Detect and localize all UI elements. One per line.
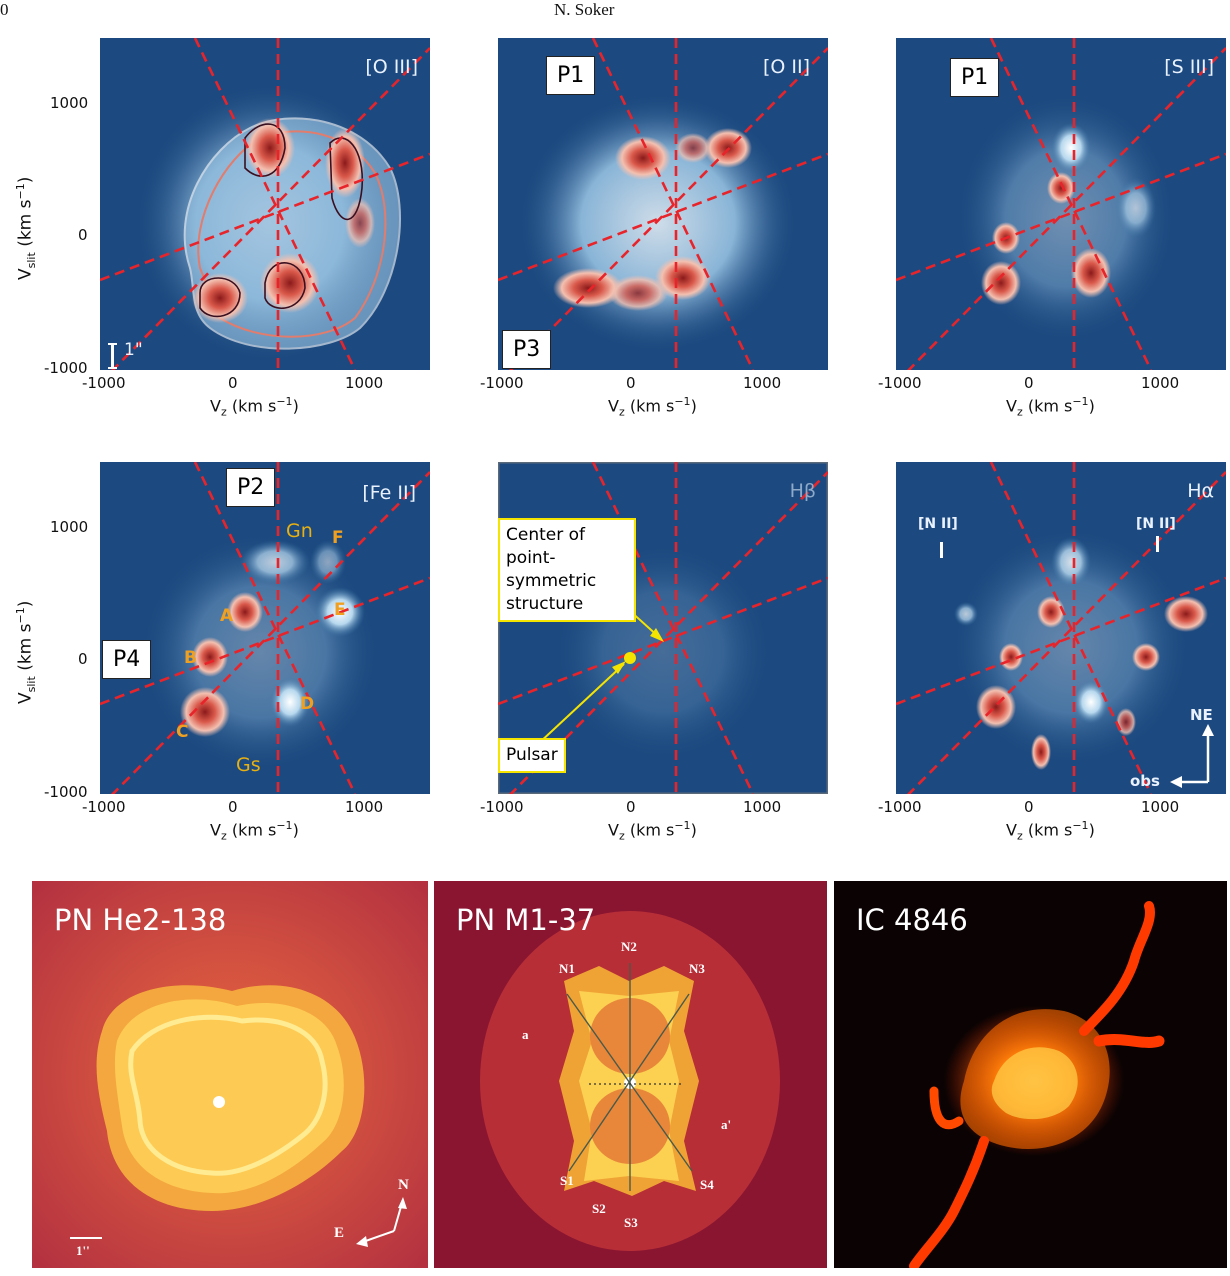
map-halpha (896, 462, 1226, 794)
x-axis-label: Vz (km s−1) (1006, 819, 1095, 843)
image-ic-4846: IC 4846 (834, 881, 1227, 1268)
scale-label: 1" (124, 340, 143, 360)
m137-label-a: a (522, 1027, 529, 1042)
pulsar-annotation: Pulsar (498, 738, 566, 773)
image-he2-138: PN He2-138 1'' N E (32, 881, 428, 1268)
panel-line-label: [O III] (365, 56, 418, 78)
nebula-he2-138 (32, 881, 428, 1268)
y-axis-label: Vslit (km s−1) (14, 176, 39, 280)
structure-box-p1: P1 (546, 56, 596, 95)
m137-label-n1: N1 (559, 961, 575, 976)
m137-label-s1: S1 (560, 1173, 574, 1188)
x-axis-label: Vz (km s−1) (210, 819, 299, 843)
m137-label-n2: N2 (621, 939, 637, 954)
x-tick: 0 (626, 798, 636, 816)
nebula-ic-4846 (834, 881, 1227, 1268)
compass-ne-label: NE (1190, 706, 1213, 724)
y-tick: 1000 (50, 94, 89, 112)
compass-obs-label: obs (1130, 772, 1160, 790)
knot-c: C (176, 722, 189, 742)
group-gn: Gn (286, 520, 313, 542)
page-number: 0 (0, 0, 9, 19)
structure-box-p2: P2 (226, 468, 276, 507)
m137-label-s2: S2 (592, 1201, 606, 1216)
x-tick: 1000 (345, 798, 384, 816)
y-axis-label: Vslit (km s−1) (14, 600, 39, 704)
knot-d: D (300, 694, 315, 714)
image-m1-37: PN M1-37 N1 N2 N3 a a' S1 S2 S3 S4 (434, 881, 827, 1268)
structure-box-p4: P4 (102, 640, 152, 679)
center-annotation-line: structure (506, 594, 584, 614)
x-tick: -1000 (480, 798, 524, 816)
knot-e: E (334, 600, 346, 620)
panel-line-label: Hα (1187, 480, 1214, 502)
center-annotation-line: point- (506, 548, 556, 568)
x-tick: 1000 (1141, 798, 1180, 816)
panel-siii: [S III] P1 (896, 38, 1226, 370)
center-annotation: Center of point- symmetric structure (498, 518, 636, 622)
knot-b: B (184, 648, 197, 668)
compass-n-label: N (398, 1177, 409, 1193)
image-title: PN He2-138 (54, 903, 227, 937)
image-title: PN M1-37 (456, 903, 596, 937)
y-tick: -1000 (44, 783, 88, 801)
y-tick: -1000 (44, 359, 88, 377)
x-tick: -1000 (878, 374, 922, 392)
x-axis-label: Vz (km s−1) (210, 395, 299, 419)
panel-halpha: Hα [N II] [N II] NE obs (896, 462, 1226, 794)
panel-line-label: [S III] (1164, 56, 1214, 78)
x-axis-label: Vz (km s−1) (608, 819, 697, 843)
x-tick: 1000 (1141, 374, 1180, 392)
knot-f: F (332, 528, 344, 548)
x-tick: -1000 (480, 374, 524, 392)
x-tick: 0 (228, 374, 238, 392)
x-tick: 1000 (743, 798, 782, 816)
image-title: IC 4846 (856, 903, 968, 937)
running-author: N. Soker (554, 0, 615, 19)
x-axis-label: Vz (km s−1) (608, 395, 697, 419)
structure-box-p3: P3 (502, 330, 552, 369)
x-tick: -1000 (82, 798, 126, 816)
x-tick: -1000 (82, 374, 126, 392)
panel-feii: [Fe II] P2 P4 A B C D E F Gn Gs (100, 462, 430, 794)
nii-right-label: [N II] (1136, 516, 1176, 532)
center-annotation-line: Center of (506, 525, 586, 545)
x-tick: 0 (1024, 374, 1034, 392)
image-scale-label: 1'' (76, 1243, 90, 1258)
x-tick: 0 (626, 374, 636, 392)
map-oiii (100, 38, 430, 370)
panel-oii: [O II] P1 P3 (498, 38, 828, 370)
knot-a: A (220, 606, 234, 626)
panel-line-label: Hβ (789, 480, 816, 502)
m137-label-n3: N3 (689, 961, 705, 976)
x-axis-label: Vz (km s−1) (1006, 395, 1095, 419)
x-tick: 1000 (743, 374, 782, 392)
x-tick: 0 (228, 798, 238, 816)
m137-label-s4: S4 (700, 1177, 714, 1192)
panel-oiii: [O III] 1" (100, 38, 430, 370)
panel-hbeta: Hβ Center of point- symmetric structure … (498, 462, 828, 794)
structure-box-p1: P1 (950, 58, 1000, 97)
nebula-m1-37 (434, 881, 827, 1268)
x-tick: -1000 (878, 798, 922, 816)
panel-line-label: [O II] (762, 56, 810, 78)
m137-label-a-prime: a' (721, 1117, 732, 1132)
nii-left-label: [N II] (918, 516, 958, 532)
group-gs: Gs (236, 754, 261, 776)
map-feii (100, 462, 430, 794)
y-tick: 0 (78, 650, 88, 668)
m137-label-s3: S3 (624, 1215, 638, 1230)
center-annotation-line: symmetric (506, 571, 597, 591)
map-siii (896, 38, 1226, 370)
y-tick: 1000 (50, 518, 89, 536)
panel-line-label: [Fe II] (362, 482, 416, 504)
y-tick: 0 (78, 226, 88, 244)
compass-e-label: E (334, 1225, 345, 1241)
x-tick: 1000 (345, 374, 384, 392)
x-tick: 0 (1024, 798, 1034, 816)
